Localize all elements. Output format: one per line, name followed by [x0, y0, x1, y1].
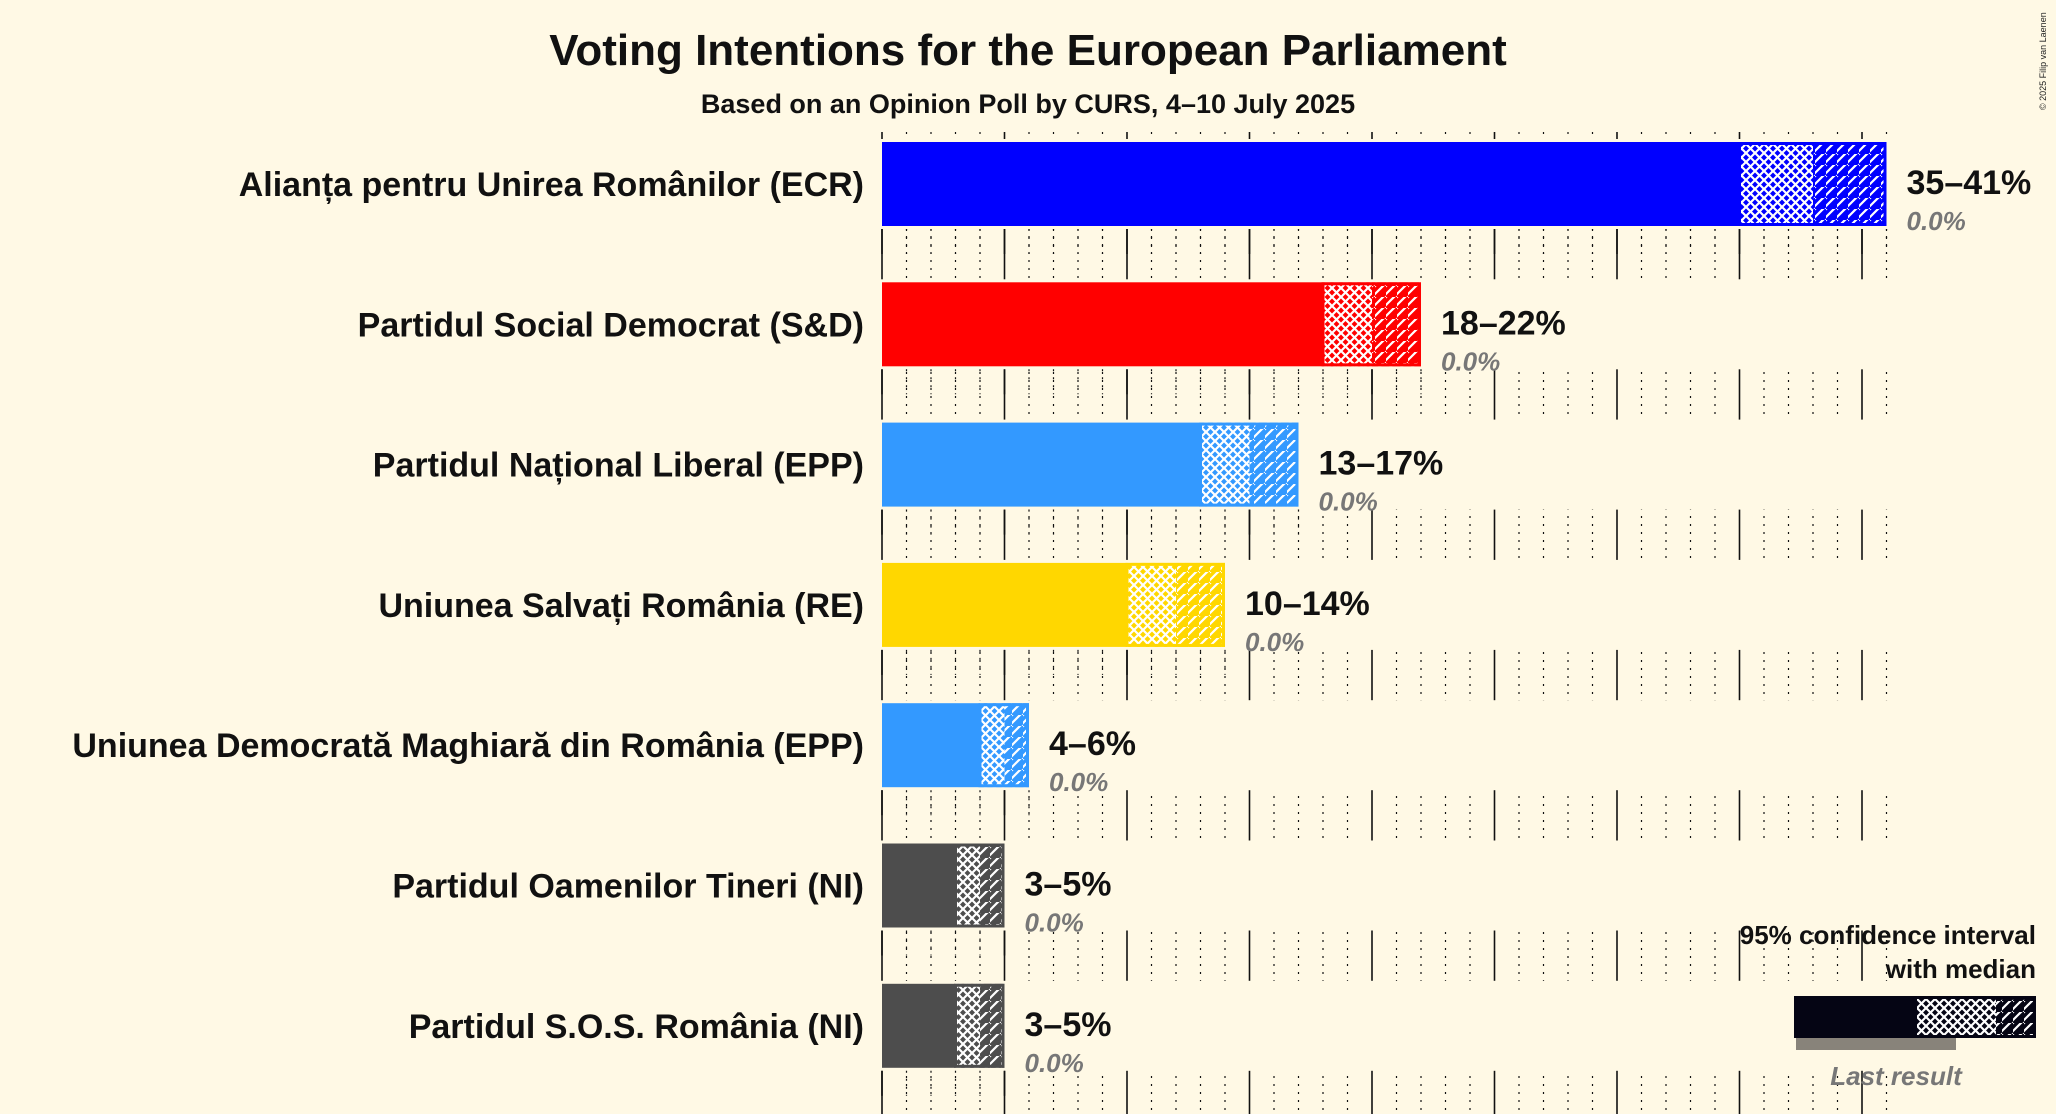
bar-ci-outline	[954, 983, 1005, 1068]
bar-ci-lower-hatch	[1739, 142, 1813, 226]
party-row: Uniunea Salvați România (RE) 10–14% 0.0%	[378, 559, 2054, 675]
bar-solid	[882, 142, 1740, 226]
range-label: 35–41%	[1907, 164, 2032, 202]
party-row: Alianța pentru Unirea Românilor (ECR) 35–…	[239, 139, 2054, 254]
party-label: Uniunea Salvați România (RE)	[378, 587, 864, 625]
bar-ci-upper-hatch	[1249, 422, 1299, 507]
bar-ci-upper-hatch	[1176, 562, 1225, 647]
bar-ci-upper-hatch	[1372, 282, 1421, 367]
party-row: Partidul S.O.S. România (NI) 3–5% 0.0%	[409, 980, 2054, 1096]
bar-solid	[882, 282, 1323, 367]
bar-ci-outline	[1738, 142, 1887, 226]
party-label: Alianța pentru Unirea Românilor (ECR)	[239, 166, 864, 204]
legend-solid	[1794, 996, 1914, 1038]
legend-outline	[1914, 996, 2036, 1038]
legend-cross-hatch	[1914, 996, 1996, 1038]
copyright: © 2025 Filip van Laenen	[2038, 12, 2048, 110]
legend-diag-hatch	[1996, 996, 2036, 1038]
last-result-label: 0.0%	[1319, 487, 1378, 517]
legend: 95% confidence interval with median Last r…	[1740, 920, 2036, 1091]
chart-subtitle: Based on an Opinion Poll by CURS, 4–10 J…	[701, 89, 1355, 119]
legend-line-1: 95% confidence interval	[1740, 920, 2036, 950]
party-row: Partidul Social Democrat (S&D) 18–22% 0.0%	[358, 279, 2054, 395]
party-label: Partidul Oamenilor Tineri (NI)	[392, 868, 864, 906]
bar-ci-lower-hatch	[1323, 282, 1372, 367]
bar-solid	[882, 843, 956, 928]
bar-ci-upper-hatch	[1004, 703, 1029, 788]
party-label: Partidul Național Liberal (EPP)	[373, 447, 864, 485]
bar-ci-outline	[1321, 282, 1421, 367]
last-result-label: 0.0%	[1907, 206, 1966, 236]
bar-ci-lower-hatch	[1127, 562, 1176, 647]
last-result-label: 0.0%	[1441, 346, 1500, 376]
bar-solid	[882, 422, 1201, 507]
party-label: Uniunea Democrată Maghiară din România (…	[72, 727, 864, 765]
bar-ci-upper-hatch	[980, 843, 1005, 928]
last-result-label: 0.0%	[1025, 908, 1084, 938]
bar-ci-lower-hatch	[1200, 422, 1250, 507]
bar-ci-lower-hatch	[955, 983, 980, 1068]
bar-ci-outline	[1125, 562, 1225, 647]
bar-ci-upper-hatch	[1813, 142, 1887, 226]
row-background	[880, 700, 2054, 791]
bar-solid	[882, 703, 980, 788]
bar-ci-lower-hatch	[955, 843, 980, 928]
chart-title: Voting Intentions for the European Parli…	[549, 26, 1507, 75]
party-label: Partidul S.O.S. România (NI)	[409, 1008, 864, 1046]
bar-solid	[882, 562, 1127, 647]
bar-ci-lower-hatch	[980, 703, 1005, 788]
range-label: 10–14%	[1245, 585, 1370, 623]
bar-ci-upper-hatch	[980, 983, 1005, 1068]
party-row: Partidul Oamenilor Tineri (NI) 3–5% 0.0%	[392, 840, 2054, 956]
range-label: 13–17%	[1319, 445, 1444, 483]
party-row: Partidul Național Liberal (EPP) 13–17% 0.0…	[373, 419, 2054, 535]
range-label: 4–6%	[1049, 725, 1136, 763]
bar-ci-outline	[978, 703, 1029, 788]
bar-ci-outline	[954, 843, 1005, 928]
last-result-label: 0.0%	[1049, 767, 1108, 797]
bar-solid	[882, 983, 956, 1068]
range-label: 3–5%	[1025, 866, 1112, 904]
legend-last-label: Last result	[1830, 1061, 1963, 1091]
bars: Alianța pentru Unirea Românilor (ECR) 35–…	[72, 139, 2054, 1096]
range-label: 3–5%	[1025, 1006, 1112, 1044]
bar-ci-outline	[1199, 422, 1299, 507]
party-row: Uniunea Democrată Maghiară din România (…	[72, 700, 2054, 816]
last-result-label: 0.0%	[1025, 1048, 1084, 1078]
last-result-label: 0.0%	[1245, 627, 1304, 657]
legend-line-2: with median	[1885, 954, 2036, 984]
row-background	[880, 840, 2054, 931]
party-label: Partidul Social Democrat (S&D)	[358, 306, 864, 344]
range-label: 18–22%	[1441, 304, 1566, 342]
